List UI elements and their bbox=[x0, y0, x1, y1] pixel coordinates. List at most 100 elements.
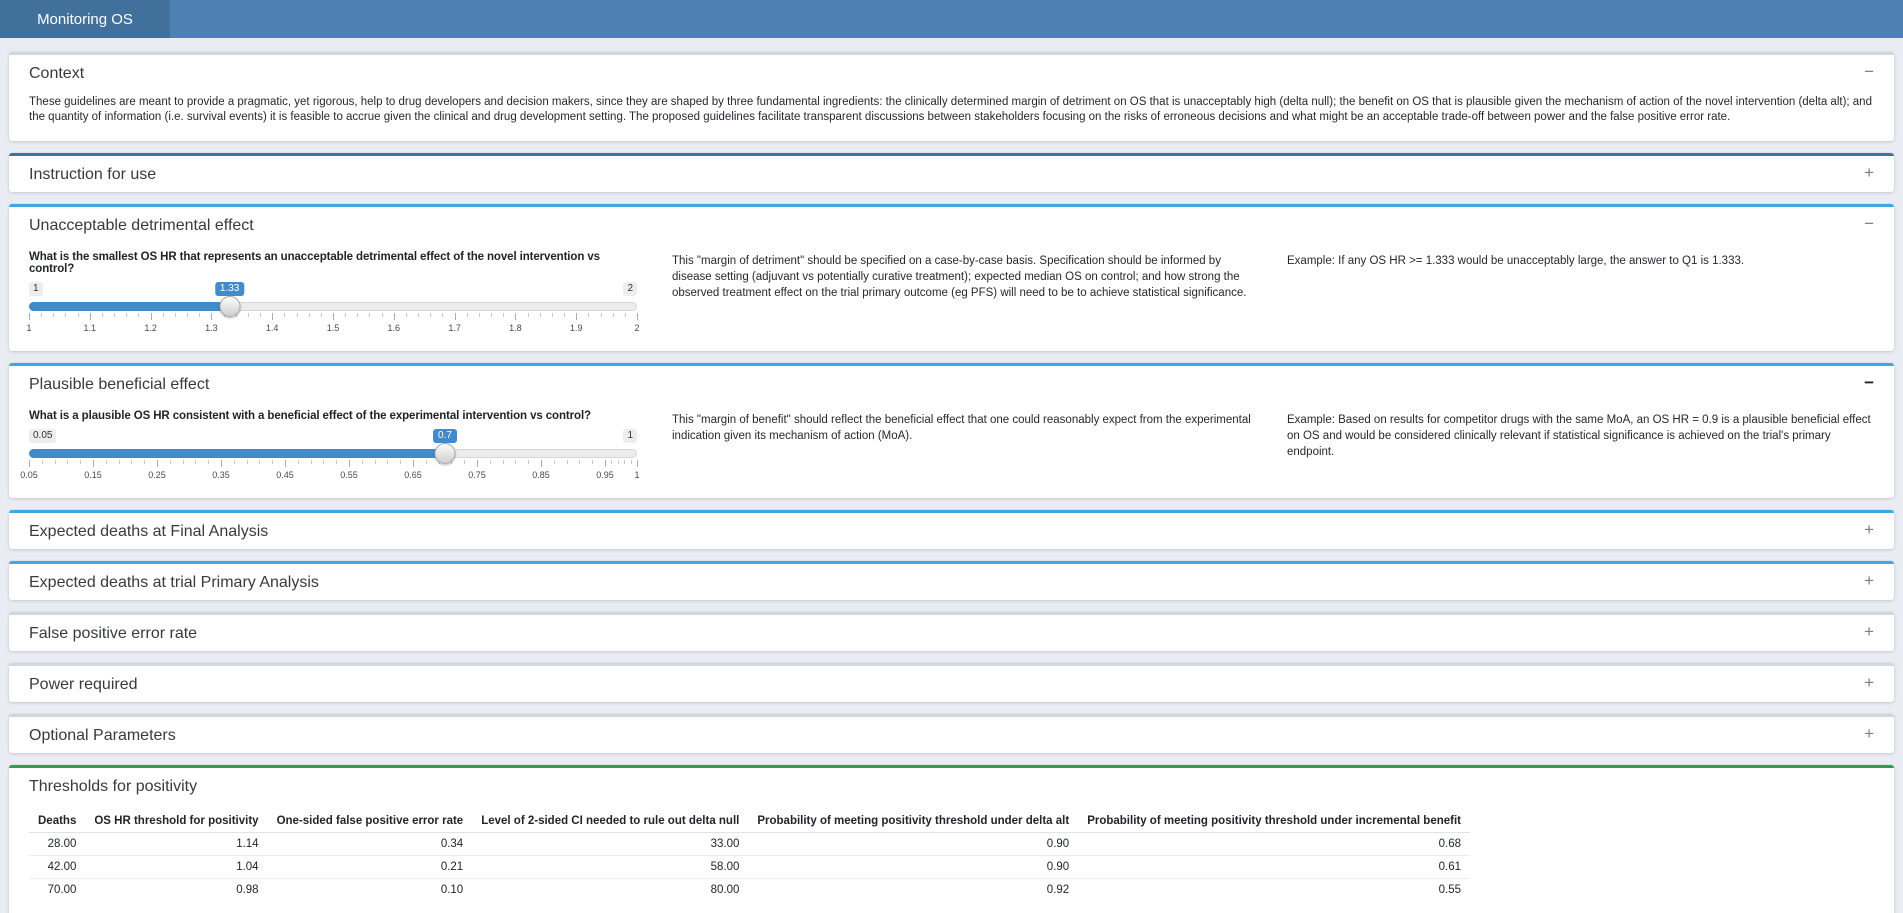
slider-major-tick bbox=[413, 460, 414, 467]
table-cell: 80.00 bbox=[710, 884, 740, 896]
slider-tick-label: 0.05 bbox=[20, 470, 38, 480]
column-header: One-sided false positive error rate bbox=[267, 810, 473, 833]
benefit-question: What is a plausible OS HR consistent wit… bbox=[29, 410, 591, 422]
card-power-required-header[interactable]: Power required + bbox=[9, 666, 1894, 702]
slider-major-tick bbox=[93, 460, 94, 467]
card-primary-analysis-header[interactable]: Expected deaths at trial Primary Analysi… bbox=[9, 564, 1894, 600]
slider-value-bubble: 0.7 bbox=[433, 429, 457, 443]
collapse-icon[interactable]: − bbox=[1864, 62, 1874, 81]
slider-tick-label: 2 bbox=[634, 323, 640, 333]
collapse-icon[interactable]: − bbox=[1864, 373, 1874, 392]
slider-minor-tick bbox=[308, 313, 310, 317]
table-cell: 0.98 bbox=[236, 884, 259, 896]
collapse-icon[interactable]: − bbox=[1864, 214, 1874, 233]
slider-minor-tick bbox=[114, 313, 116, 317]
slider-track[interactable] bbox=[29, 443, 637, 464]
slider-handle[interactable] bbox=[434, 443, 456, 464]
card-optional-parameters-title: Optional Parameters bbox=[29, 727, 176, 744]
card-primary-analysis-title: Expected deaths at trial Primary Analysi… bbox=[29, 574, 319, 591]
slider-tick-label: 0.25 bbox=[148, 470, 166, 480]
slider-minor-tick bbox=[502, 460, 504, 464]
slider-major-tick bbox=[637, 313, 638, 320]
slider-minor-tick bbox=[105, 460, 107, 464]
card-final-analysis: Expected deaths at Final Analysis + bbox=[9, 510, 1894, 549]
slider-handle[interactable] bbox=[219, 296, 241, 317]
slider-minor-tick bbox=[624, 313, 626, 317]
expand-icon[interactable]: + bbox=[1864, 673, 1874, 692]
slider-major-tick bbox=[349, 460, 350, 467]
card-plausible-effect: Plausible beneficial effect − What is a … bbox=[9, 363, 1894, 498]
slider-tick-label: 0.85 bbox=[532, 470, 550, 480]
slider-fill-bar bbox=[29, 449, 445, 458]
card-thresholds-body: Deaths OS HR threshold for positivity One-… bbox=[9, 804, 1894, 913]
table-cell: 0.10 bbox=[440, 884, 464, 896]
slider-minor-tick bbox=[131, 460, 133, 464]
slider-minor-tick bbox=[310, 460, 312, 464]
slider-minor-tick bbox=[336, 460, 338, 464]
slider-minor-tick bbox=[588, 313, 590, 317]
slider-minor-tick bbox=[466, 313, 468, 317]
table-cell: 0.92 bbox=[1046, 884, 1070, 896]
slider-tick-label: 1.4 bbox=[265, 323, 279, 333]
slider-minor-tick bbox=[126, 313, 128, 317]
slider-minor-tick bbox=[296, 313, 298, 317]
app-title[interactable]: Monitoring OS bbox=[0, 0, 170, 38]
slider-tick-label: 0.95 bbox=[596, 470, 614, 480]
table-cell: 0.90 bbox=[748, 832, 1079, 856]
table-cell: 28.00 bbox=[29, 832, 86, 856]
slider-minor-tick bbox=[528, 460, 530, 464]
slider-track[interactable] bbox=[29, 296, 637, 317]
expand-icon[interactable]: + bbox=[1864, 724, 1874, 743]
table-cell: 0.55 bbox=[1438, 884, 1461, 896]
card-plausible-header[interactable]: Plausible beneficial effect − bbox=[9, 366, 1894, 402]
card-instruction-header[interactable]: Instruction for use + bbox=[9, 156, 1894, 192]
slider-major-tick bbox=[541, 460, 542, 467]
card-context-title: Context bbox=[29, 65, 85, 82]
slider-minor-tick bbox=[374, 460, 376, 464]
slider-minor-tick bbox=[400, 460, 402, 464]
expand-icon[interactable]: + bbox=[1864, 622, 1874, 641]
card-plausible-body: What is a plausible OS HR consistent wit… bbox=[9, 402, 1894, 498]
card-false-positive-header[interactable]: False positive error rate + bbox=[9, 615, 1894, 651]
slider-minor-tick bbox=[247, 313, 249, 317]
slider-minor-tick bbox=[600, 313, 602, 317]
slider-minor-tick bbox=[418, 313, 420, 317]
os-hr-benefit-slider[interactable]: 0.05 1 0.7 0.05 0.15 0.25 0.35 0.45 0.55 0.65 0.75… bbox=[20, 429, 640, 484]
slider-grid: 1 1.1 1.2 1.3 1.4 1.5 1.6 1.7 1.8 1.9 2 bbox=[26, 313, 640, 337]
slider-max-label: 2 bbox=[623, 282, 637, 296]
slider-min-label: 0.05 bbox=[29, 429, 57, 443]
card-unacceptable-header[interactable]: Unacceptable detrimental effect − bbox=[9, 207, 1894, 243]
card-final-analysis-title: Expected deaths at Final Analysis bbox=[29, 523, 269, 540]
table-cell: 0.90 bbox=[748, 855, 1079, 879]
expand-icon[interactable]: + bbox=[1864, 571, 1874, 590]
slider-minor-tick bbox=[357, 313, 359, 317]
card-optional-parameters-header[interactable]: Optional Parameters + bbox=[9, 717, 1894, 753]
slider-major-tick bbox=[211, 313, 213, 320]
slider-major-tick bbox=[576, 313, 578, 320]
slider-minor-tick bbox=[77, 313, 79, 317]
slider-minor-tick bbox=[553, 460, 555, 464]
slider-minor-tick bbox=[118, 460, 120, 464]
card-final-analysis-header[interactable]: Expected deaths at Final Analysis + bbox=[9, 513, 1894, 549]
slider-minor-tick bbox=[624, 460, 626, 464]
slider-minor-tick bbox=[187, 313, 189, 317]
table-row: 28.00 1.14 0.34 33.00 0.90 0.68 bbox=[29, 832, 1470, 856]
card-context-header[interactable]: Context − bbox=[9, 55, 1894, 91]
os-hr-detriment-slider[interactable]: 1 2 1.33 1 1.1 1.2 1.3 1.4 1.5 1.6 1.7 1.8 1.9 2 bbox=[26, 282, 640, 337]
slider-minor-tick bbox=[564, 313, 566, 317]
slider-major-tick bbox=[393, 313, 395, 320]
expand-icon[interactable]: + bbox=[1864, 163, 1874, 182]
slider-tick-label: 1 bbox=[26, 323, 32, 333]
slider-minor-tick bbox=[101, 313, 103, 317]
slider-minor-tick bbox=[451, 460, 453, 464]
table-row: 70.00 0.98 0.10 80.00 0.92 0.55 bbox=[29, 879, 1470, 902]
slider-tick-label: 1.1 bbox=[83, 323, 97, 333]
expand-icon[interactable]: + bbox=[1864, 520, 1874, 539]
card-thresholds: Thresholds for positivity Deaths OS HR th… bbox=[9, 765, 1894, 913]
table-cell: 1.04 bbox=[85, 855, 268, 879]
slider-minor-tick bbox=[235, 313, 237, 317]
slider-minor-tick bbox=[53, 313, 55, 317]
slider-minor-tick bbox=[41, 460, 43, 464]
slider-major-tick bbox=[285, 460, 286, 467]
slider-major-tick bbox=[150, 313, 152, 320]
